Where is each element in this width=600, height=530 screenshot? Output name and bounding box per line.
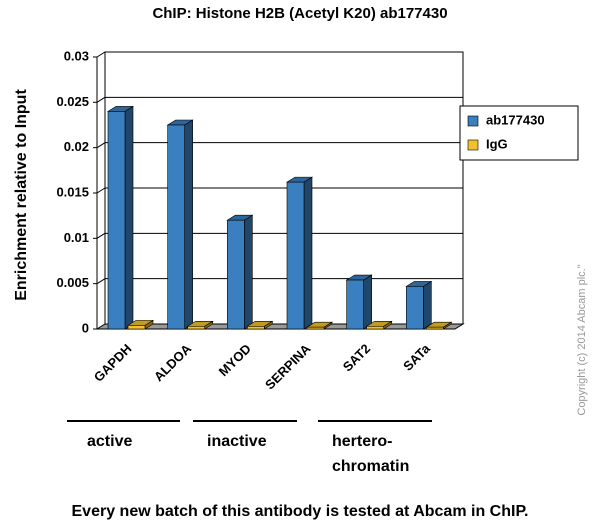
bar xyxy=(187,325,205,330)
group-label: hertero- xyxy=(332,433,392,450)
bar xyxy=(366,325,384,330)
y-tick-label: 0.005 xyxy=(56,275,89,290)
grid-line xyxy=(96,96,106,103)
x-tick-label: ALDOA xyxy=(151,341,195,385)
grid-line xyxy=(96,142,106,149)
x-tick-label: SAT2 xyxy=(340,341,373,374)
chart-title: ChIP: Histone H2B (Acetyl K20) ab177430 xyxy=(152,5,447,22)
bar xyxy=(346,279,364,330)
bar-side xyxy=(363,274,372,330)
bar-side xyxy=(244,214,253,330)
bar xyxy=(127,325,146,330)
y-tick-label: 0.03 xyxy=(64,48,89,63)
grid-line xyxy=(96,51,106,58)
legend-label: IgG xyxy=(486,136,508,151)
x-tick-label: SATa xyxy=(400,340,433,373)
legend-label: ab177430 xyxy=(486,112,545,127)
y-tick-label: 0.015 xyxy=(56,184,89,199)
x-tick-label: SERPINA xyxy=(262,341,314,393)
y-tick-label: 0 xyxy=(82,320,89,335)
bar xyxy=(406,286,424,330)
bar-side xyxy=(303,176,313,330)
grid-line xyxy=(96,187,106,194)
legend-swatch xyxy=(467,139,479,151)
bar xyxy=(167,124,185,330)
bar xyxy=(227,219,245,330)
group-label: inactive xyxy=(207,433,267,450)
grid-line xyxy=(96,232,106,239)
bar xyxy=(306,326,325,330)
legend-swatch xyxy=(467,115,479,127)
caption: Every new batch of this antibody is test… xyxy=(72,503,529,520)
bar xyxy=(107,111,126,330)
x-tick-label: GAPDH xyxy=(91,341,135,385)
legend-box xyxy=(459,105,579,161)
group-label: active xyxy=(87,433,132,450)
grid-line xyxy=(96,278,106,285)
y-axis-label: Enrichment relative to Input xyxy=(13,89,30,301)
y-tick-label: 0.025 xyxy=(56,94,89,109)
copyright: Copyright (c) 2014 Abcam plc." xyxy=(576,264,588,415)
bar xyxy=(426,326,444,330)
bar-side xyxy=(423,280,432,330)
bar xyxy=(247,325,265,330)
bar-side xyxy=(184,119,193,330)
x-tick-label: MYOD xyxy=(216,341,254,379)
group-label: chromatin xyxy=(332,458,409,475)
y-tick-label: 0.01 xyxy=(64,230,89,245)
bar-side xyxy=(124,105,134,330)
bar xyxy=(286,181,305,330)
y-tick-label: 0.02 xyxy=(64,139,89,154)
